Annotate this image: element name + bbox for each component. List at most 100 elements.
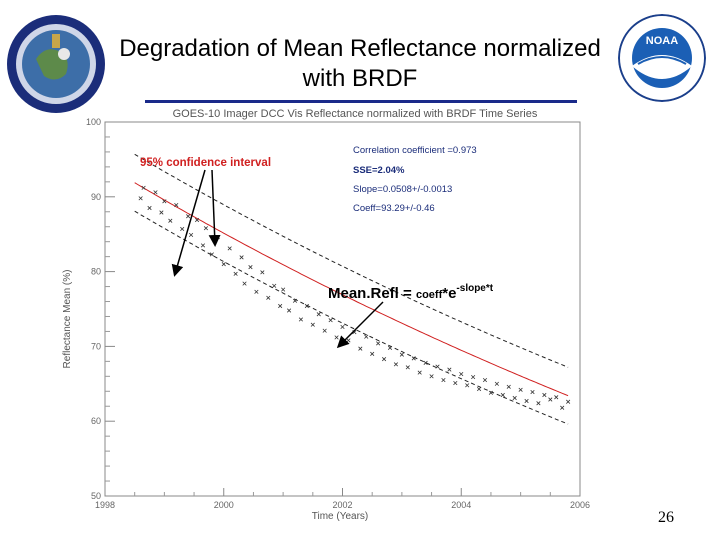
data-point-stroke bbox=[147, 205, 152, 211]
data-point bbox=[162, 199, 167, 204]
data-point bbox=[417, 370, 422, 375]
formula-exponent: -slope*t bbox=[456, 283, 493, 294]
data-point bbox=[209, 252, 214, 257]
data-point-stroke bbox=[376, 341, 381, 346]
y-axis-label: Reflectance Mean (%) bbox=[62, 270, 73, 369]
fit-curve bbox=[134, 182, 569, 397]
data-point-stroke bbox=[476, 386, 482, 392]
fit-formula: Mean.Refl = coeff*e-slope*t bbox=[328, 283, 494, 302]
svg-text:NOAA: NOAA bbox=[646, 35, 678, 47]
data-point bbox=[441, 377, 446, 383]
data-point-stroke bbox=[209, 252, 214, 257]
data-point-stroke bbox=[506, 384, 511, 389]
data-point bbox=[518, 387, 523, 392]
y-tick-label: 90 bbox=[91, 192, 101, 202]
data-point-stroke bbox=[405, 365, 410, 370]
data-point-stroke bbox=[286, 308, 292, 313]
data-point-stroke bbox=[459, 371, 464, 377]
data-point bbox=[488, 390, 494, 395]
data-point bbox=[560, 405, 565, 410]
data-point-stroke bbox=[554, 395, 559, 400]
data-point-stroke bbox=[518, 387, 523, 392]
data-point-stroke bbox=[162, 199, 167, 204]
data-point bbox=[566, 399, 571, 404]
data-point bbox=[159, 210, 164, 215]
stat-sse: SSE=2.04% bbox=[353, 165, 405, 176]
data-point-stroke bbox=[322, 328, 327, 333]
data-point-stroke bbox=[560, 405, 565, 410]
data-point-stroke bbox=[159, 210, 164, 215]
stat-coeff: Coeff=93.29+/-0.46 bbox=[353, 203, 435, 214]
data-point bbox=[316, 312, 321, 317]
data-point bbox=[340, 324, 345, 330]
formula-main: Mean.Refl = bbox=[328, 285, 416, 302]
stat-correlation: Correlation coefficient =0.973 bbox=[353, 145, 477, 156]
data-point bbox=[542, 392, 547, 398]
data-point bbox=[278, 303, 283, 309]
data-point bbox=[476, 386, 482, 392]
data-point bbox=[494, 381, 499, 386]
data-point bbox=[334, 335, 339, 340]
data-point-stroke bbox=[566, 399, 571, 404]
data-point bbox=[376, 341, 381, 346]
data-point bbox=[266, 295, 271, 300]
data-point-stroke bbox=[370, 351, 375, 356]
data-point bbox=[435, 364, 440, 369]
data-points bbox=[138, 185, 571, 410]
data-point bbox=[260, 270, 265, 275]
data-point-stroke bbox=[221, 262, 226, 267]
data-point-stroke bbox=[292, 298, 298, 303]
data-point-stroke bbox=[266, 295, 271, 300]
data-point bbox=[423, 360, 428, 365]
data-point-stroke bbox=[536, 401, 541, 406]
data-point-stroke bbox=[381, 357, 387, 362]
data-point-stroke bbox=[548, 397, 553, 402]
data-point-stroke bbox=[281, 287, 286, 292]
title-underline bbox=[145, 100, 577, 103]
data-point bbox=[482, 377, 488, 383]
data-point bbox=[411, 356, 416, 361]
data-point-stroke bbox=[417, 370, 422, 375]
data-point-stroke bbox=[500, 392, 505, 398]
data-point-stroke bbox=[358, 346, 363, 351]
data-point bbox=[322, 328, 327, 333]
data-point bbox=[221, 262, 226, 267]
data-point bbox=[242, 281, 247, 286]
data-point-stroke bbox=[435, 364, 440, 369]
data-point bbox=[141, 185, 146, 190]
x-axis-label: Time (Years) bbox=[312, 511, 369, 522]
data-point bbox=[227, 246, 232, 251]
data-point-stroke bbox=[423, 360, 428, 365]
data-point bbox=[286, 308, 292, 313]
fit-line bbox=[134, 182, 569, 397]
data-point-stroke bbox=[447, 367, 452, 372]
data-point-stroke bbox=[239, 255, 244, 260]
data-point-stroke bbox=[260, 270, 265, 275]
data-point-stroke bbox=[141, 185, 146, 190]
data-point bbox=[272, 283, 277, 288]
data-point-stroke bbox=[298, 317, 304, 322]
data-point bbox=[524, 398, 529, 404]
data-point bbox=[530, 389, 535, 395]
data-point bbox=[393, 362, 399, 367]
formula-arrow bbox=[336, 301, 384, 349]
data-point-stroke bbox=[233, 271, 238, 276]
data-point-stroke bbox=[138, 196, 143, 201]
data-point bbox=[465, 383, 470, 388]
data-point-stroke bbox=[278, 303, 283, 309]
data-point-stroke bbox=[352, 330, 357, 335]
page-number: 26 bbox=[658, 509, 674, 526]
data-point bbox=[310, 322, 315, 327]
nasa-meatball-logo bbox=[7, 15, 105, 113]
data-point bbox=[328, 318, 333, 323]
data-point bbox=[512, 395, 517, 401]
data-point bbox=[399, 352, 404, 357]
data-point-stroke bbox=[153, 190, 158, 195]
data-point-stroke bbox=[310, 322, 315, 327]
data-point-stroke bbox=[465, 383, 470, 388]
data-point bbox=[536, 401, 541, 406]
data-point-stroke bbox=[254, 289, 259, 294]
data-point bbox=[554, 395, 559, 400]
data-point bbox=[189, 232, 194, 238]
